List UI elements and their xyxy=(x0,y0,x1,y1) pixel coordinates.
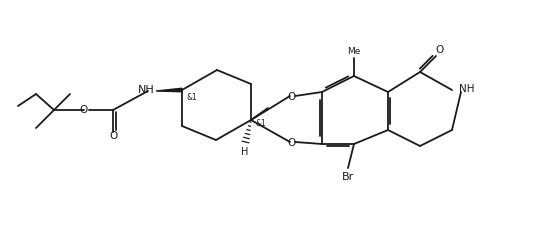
Text: &1: &1 xyxy=(255,119,266,127)
Text: O: O xyxy=(287,92,295,102)
Text: NH: NH xyxy=(459,84,474,94)
Text: Me: Me xyxy=(347,47,361,56)
Polygon shape xyxy=(156,88,182,92)
Text: NH: NH xyxy=(137,85,154,95)
Text: O: O xyxy=(435,45,443,55)
Text: O: O xyxy=(80,105,88,115)
Text: H: H xyxy=(241,147,248,157)
Text: O: O xyxy=(109,131,117,141)
Text: Br: Br xyxy=(342,172,354,182)
Text: O: O xyxy=(287,138,295,148)
Text: &1: &1 xyxy=(186,93,197,101)
